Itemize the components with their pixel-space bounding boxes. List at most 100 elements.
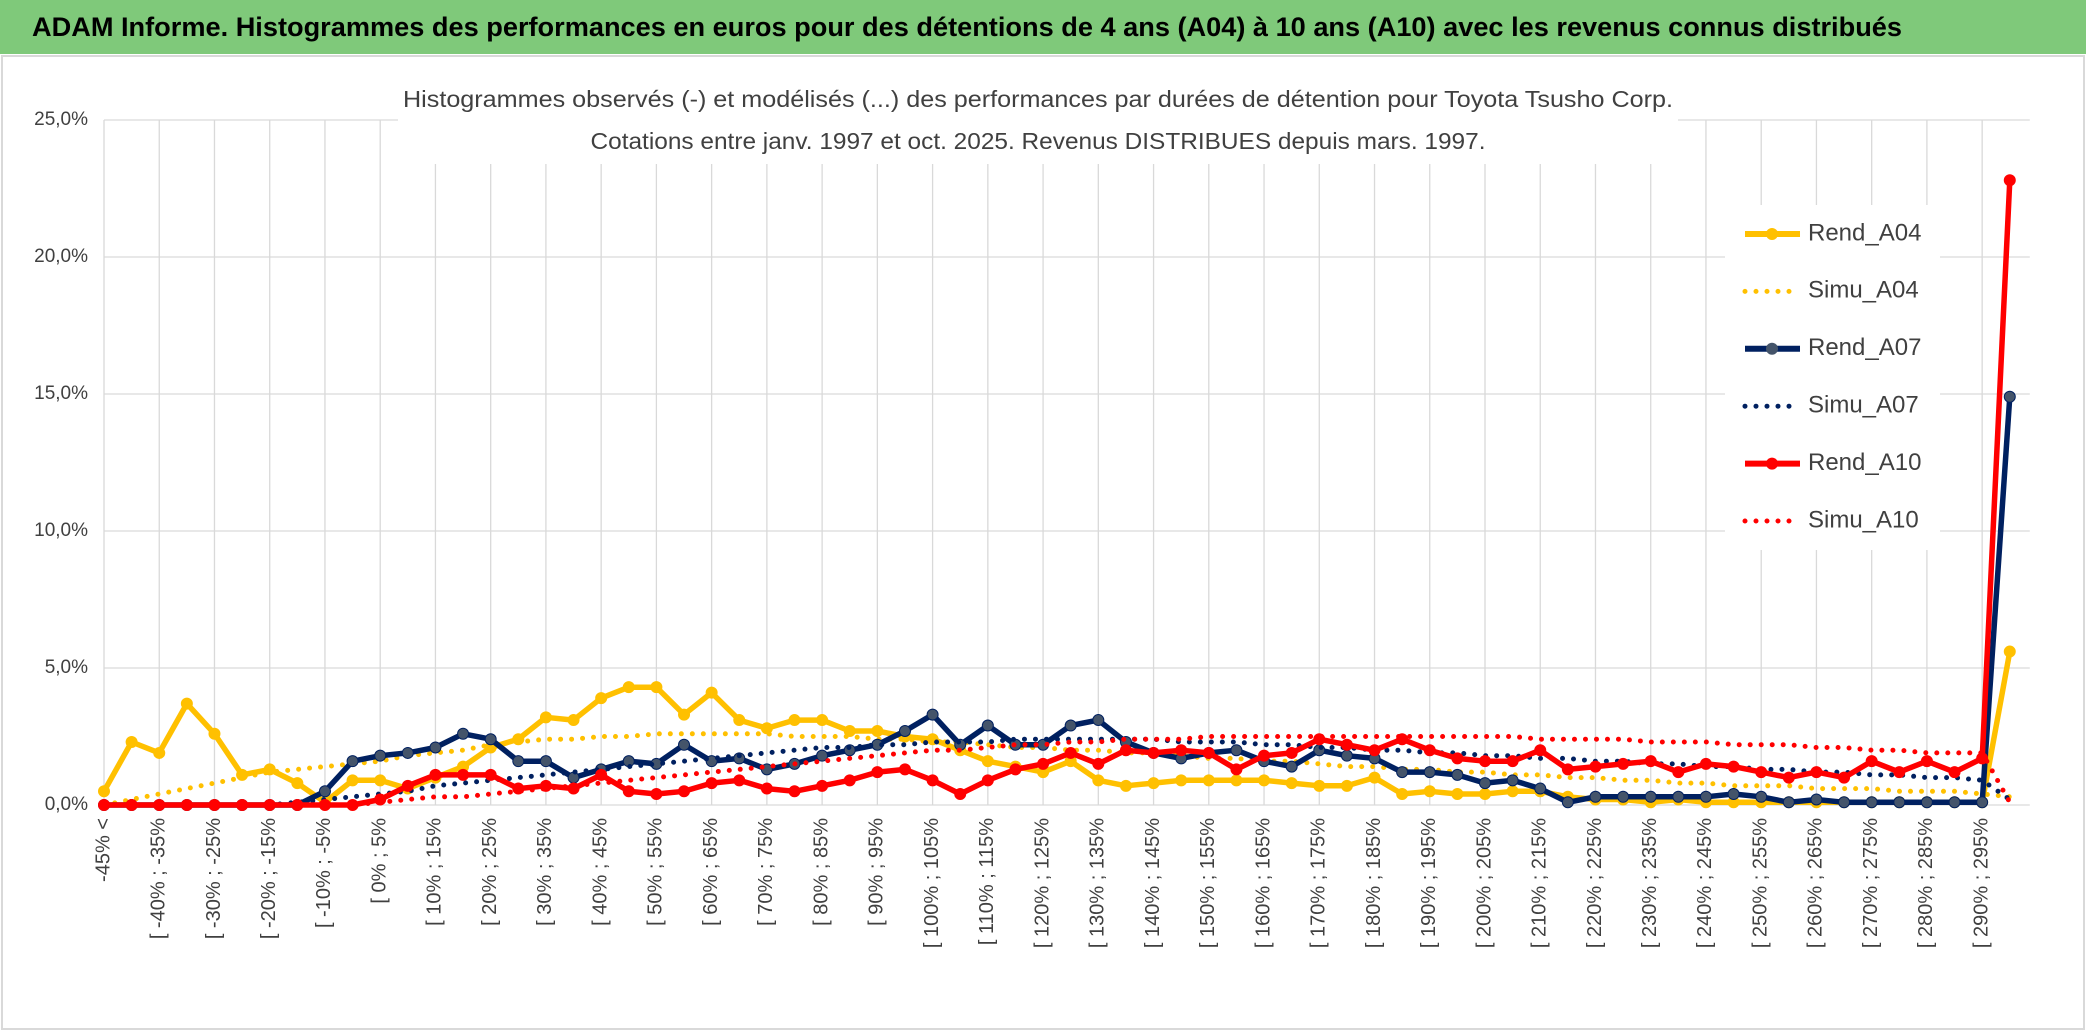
x-tick-label: [ -20% ; -15% bbox=[258, 818, 280, 939]
marker bbox=[705, 686, 718, 699]
x-tick-label: [ 290% ; 295% bbox=[1970, 818, 1992, 948]
marker bbox=[1838, 796, 1851, 809]
marker bbox=[1727, 788, 1740, 801]
legend-marker bbox=[1766, 228, 1778, 240]
marker bbox=[180, 697, 193, 710]
x-tick-label: [ 110% ; 115% bbox=[976, 818, 998, 945]
marker bbox=[457, 768, 470, 781]
marker bbox=[1258, 774, 1271, 787]
y-tick-label: 15,0% bbox=[34, 383, 88, 404]
marker bbox=[871, 725, 884, 738]
x-tick-label: [ 210% ; 215% bbox=[1529, 818, 1551, 948]
marker bbox=[1672, 766, 1685, 779]
marker bbox=[788, 714, 801, 727]
marker bbox=[1175, 774, 1188, 787]
marker bbox=[1423, 744, 1436, 757]
marker bbox=[1092, 774, 1105, 787]
marker bbox=[1119, 779, 1132, 792]
x-tick-label: [ 190% ; 195% bbox=[1418, 818, 1440, 948]
marker bbox=[208, 727, 221, 740]
marker bbox=[153, 746, 166, 759]
marker bbox=[1810, 793, 1823, 806]
marker bbox=[539, 755, 552, 768]
marker bbox=[1285, 760, 1298, 773]
marker bbox=[1838, 771, 1851, 784]
x-tick-label: [ 100% ; 105% bbox=[921, 818, 943, 948]
marker bbox=[1506, 774, 1519, 787]
y-tick-label: 25,0% bbox=[34, 109, 88, 130]
legend-marker bbox=[1766, 342, 1778, 355]
x-tick-label: [ 10% ; 15% bbox=[424, 818, 446, 926]
chart-subtitle: Cotations entre janv. 1997 et oct. 2025.… bbox=[591, 128, 1486, 154]
plot-area: -45% < [ -40% ; -35% [ -30% ; -25% [ -20% ;… bbox=[34, 109, 2030, 948]
x-tick-label: [ 70% ; 75% bbox=[755, 818, 777, 926]
x-tick-label: [ 160% ; 165% bbox=[1252, 818, 1274, 948]
legend-marker bbox=[1766, 457, 1778, 470]
marker bbox=[1451, 788, 1464, 801]
legend-label: Rend_A10 bbox=[1808, 449, 1921, 476]
x-tick-label: -45% < bbox=[92, 818, 114, 882]
marker bbox=[1810, 766, 1823, 779]
marker bbox=[1451, 752, 1464, 765]
marker bbox=[567, 714, 580, 727]
marker bbox=[816, 749, 829, 762]
marker bbox=[401, 779, 414, 792]
marker bbox=[1092, 757, 1105, 770]
marker bbox=[1644, 790, 1657, 803]
marker bbox=[1064, 746, 1077, 759]
y-tick-label: 20,0% bbox=[34, 246, 88, 267]
marker bbox=[1755, 766, 1768, 779]
marker bbox=[678, 708, 691, 721]
marker bbox=[733, 714, 746, 727]
x-tick-label: [ 150% ; 155% bbox=[1197, 818, 1219, 948]
marker bbox=[125, 735, 138, 748]
marker bbox=[926, 774, 939, 787]
marker bbox=[1534, 782, 1547, 795]
x-tick-label: [ 0% ; 5% bbox=[368, 818, 390, 904]
marker bbox=[926, 708, 939, 721]
marker bbox=[484, 768, 497, 781]
marker bbox=[733, 752, 746, 765]
marker bbox=[374, 749, 387, 762]
marker bbox=[981, 719, 994, 732]
marker bbox=[291, 777, 304, 790]
marker bbox=[512, 755, 525, 768]
marker bbox=[1617, 757, 1630, 770]
marker bbox=[1423, 785, 1436, 798]
marker bbox=[1644, 755, 1657, 768]
x-tick-label: [ 260% ; 265% bbox=[1805, 818, 1827, 948]
marker bbox=[1506, 755, 1519, 768]
marker bbox=[1340, 738, 1353, 751]
marker bbox=[816, 779, 829, 792]
marker bbox=[705, 777, 718, 790]
marker bbox=[1313, 779, 1326, 792]
marker bbox=[650, 681, 663, 694]
marker bbox=[1479, 755, 1491, 768]
x-tick-label: [ 240% ; 245% bbox=[1694, 818, 1716, 948]
marker bbox=[2003, 174, 2016, 187]
marker bbox=[1479, 788, 1491, 801]
title-backdrop bbox=[398, 82, 1678, 164]
marker bbox=[539, 711, 552, 724]
marker bbox=[1064, 719, 1077, 732]
y-tick-label: 10,0% bbox=[34, 520, 88, 541]
marker bbox=[1202, 746, 1215, 759]
marker bbox=[1037, 757, 1050, 770]
marker bbox=[1672, 790, 1685, 803]
header-title: ADAM Informe. Histogrammes des performan… bbox=[32, 12, 1902, 42]
marker bbox=[1202, 774, 1215, 787]
marker bbox=[1258, 749, 1271, 762]
marker bbox=[2003, 390, 2016, 403]
legend-box bbox=[1725, 205, 1940, 550]
x-tick-label: [ -30% ; -25% bbox=[203, 818, 225, 939]
marker bbox=[401, 746, 414, 759]
marker bbox=[1948, 766, 1961, 779]
series-line bbox=[104, 180, 2013, 808]
x-tick-label: [ 140% ; 145% bbox=[1142, 818, 1164, 948]
legend-label: Rend_A07 bbox=[1808, 334, 1921, 361]
marker bbox=[981, 774, 994, 787]
marker bbox=[871, 766, 884, 779]
marker bbox=[843, 725, 856, 738]
marker bbox=[595, 768, 608, 781]
x-tick-label: [ -40% ; -35% bbox=[148, 818, 170, 939]
